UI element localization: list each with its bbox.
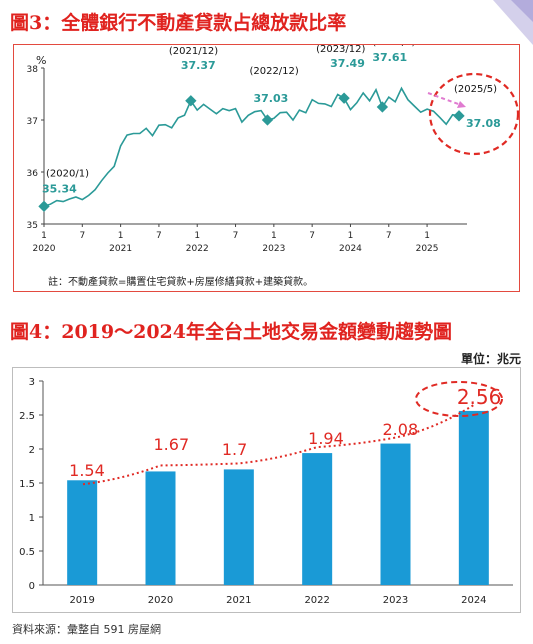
y-tick-label: 3: [29, 377, 35, 388]
annotation-value: 37.49: [330, 57, 365, 70]
y-tick-label: 38: [27, 65, 39, 75]
x-tick-label: 7: [233, 231, 239, 241]
highlight-ellipse: [415, 381, 503, 417]
bar-chart: 0 0.5 1 1.5 2 2.5 3 2019 2020 2021 2022 2023 2024 1.…: [19, 377, 513, 606]
bar-value-label: 1.7: [222, 440, 247, 459]
bar: [302, 453, 333, 585]
corner-decoration: [493, 0, 533, 45]
annotation-value: 35.34: [42, 182, 77, 195]
chart4-panel: 0 0.5 1 1.5 2 2.5 3 2019 2020 2021 2022 2023 2024 1.…: [12, 367, 521, 613]
annotation-date: (2025/5): [454, 84, 497, 95]
line-series: [43, 86, 460, 208]
x-tick-label: 1: [348, 231, 354, 241]
annotation-value: 37.37: [181, 59, 216, 72]
data-point-marker: [453, 110, 465, 122]
annotation-value: 37.61: [372, 51, 407, 64]
x-year-label: 2024: [339, 244, 362, 254]
x-tick-label: 7: [309, 231, 315, 241]
y-tick-label: 1.5: [19, 479, 35, 490]
x-tick-label: 1: [41, 231, 47, 241]
x-year-label: 2025: [416, 244, 439, 254]
y-tick-label: 35: [27, 221, 38, 231]
y-tick-label: 1: [29, 513, 35, 524]
x-tick-label: 2024: [461, 595, 486, 606]
chart3-title: 圖3：全體銀行不動產貸款占總放款比率: [10, 12, 347, 34]
x-tick-label: 7: [156, 231, 162, 241]
annotation-date: (2020/1): [46, 168, 89, 179]
x-year-label: 2023: [262, 244, 285, 254]
y-tick-label: 37: [27, 117, 38, 127]
annotation-date: (2023/12): [316, 45, 365, 55]
x-tick-label: 2021: [226, 595, 251, 606]
data-source: 資料來源：彙整自 591 房屋網: [12, 623, 161, 636]
bar-value-label: 2.08: [383, 420, 419, 439]
forecast-callout: [427, 72, 520, 156]
data-point-marker: [338, 92, 350, 104]
annotation-date: (2021/12): [169, 46, 218, 57]
footnote: 註：不動產貸款=購置住宅貸款+房屋修繕貸款+建築貸款。: [48, 275, 313, 288]
x-tick-label: 7: [386, 231, 392, 241]
x-year-label: 2021: [109, 244, 132, 254]
x-tick-label: 7: [79, 231, 85, 241]
data-point-marker: [376, 101, 389, 113]
data-point-marker: [185, 95, 197, 107]
bar: [223, 469, 254, 585]
chart3-panel: % 35 36 37 38 1 7 1 7 1 7 1 7 1 7 1 2020 2021 2022 2023 2024…: [13, 37, 520, 292]
y-unit-label: %: [36, 54, 46, 67]
bar: [67, 480, 98, 585]
bar: [380, 443, 411, 585]
bar-value-label: 1.54: [69, 461, 105, 480]
x-year-label: 2022: [186, 244, 209, 254]
data-point-marker: [261, 114, 274, 126]
x-tick-label: 2020: [148, 595, 173, 606]
annotation-date: (2022/12): [249, 66, 298, 77]
x-tick-label: 2023: [383, 595, 408, 606]
x-tick-label: 1: [118, 231, 124, 241]
x-tick-label: 1: [271, 231, 277, 241]
y-tick-label: 2.5: [19, 411, 35, 422]
annotation-value: 37.03: [253, 92, 288, 105]
chart4-title: 圖4：2019～2024年全台土地交易金額變動趨勢圖: [10, 321, 452, 343]
y-tick-label: 0: [29, 581, 35, 592]
annotation-value: 37.08: [466, 117, 501, 130]
annotation-date: (2024/6): [372, 45, 415, 48]
bar-value-label: 1.67: [154, 435, 190, 454]
x-tick-label: 1: [194, 231, 200, 241]
y-tick-label: 36: [27, 169, 39, 179]
data-point-marker: [38, 200, 50, 212]
trend-line: [82, 404, 475, 486]
x-year-label: 2020: [33, 244, 56, 254]
x-tick-label: 2022: [304, 595, 329, 606]
y-tick-label: 0.5: [19, 547, 35, 558]
bar-value-label: 1.94: [308, 429, 344, 448]
y-tick-label: 2: [29, 445, 35, 456]
bar: [145, 471, 176, 585]
bar: [458, 410, 489, 585]
unit-label: 單位：兆元: [460, 352, 521, 366]
x-tick-label: 1: [424, 231, 430, 241]
line-chart: % 35 36 37 38 1 7 1 7 1 7 1 7 1 7 1 2020 2021 2022 2023 2024…: [27, 37, 520, 288]
x-tick-label: 2019: [69, 595, 94, 606]
